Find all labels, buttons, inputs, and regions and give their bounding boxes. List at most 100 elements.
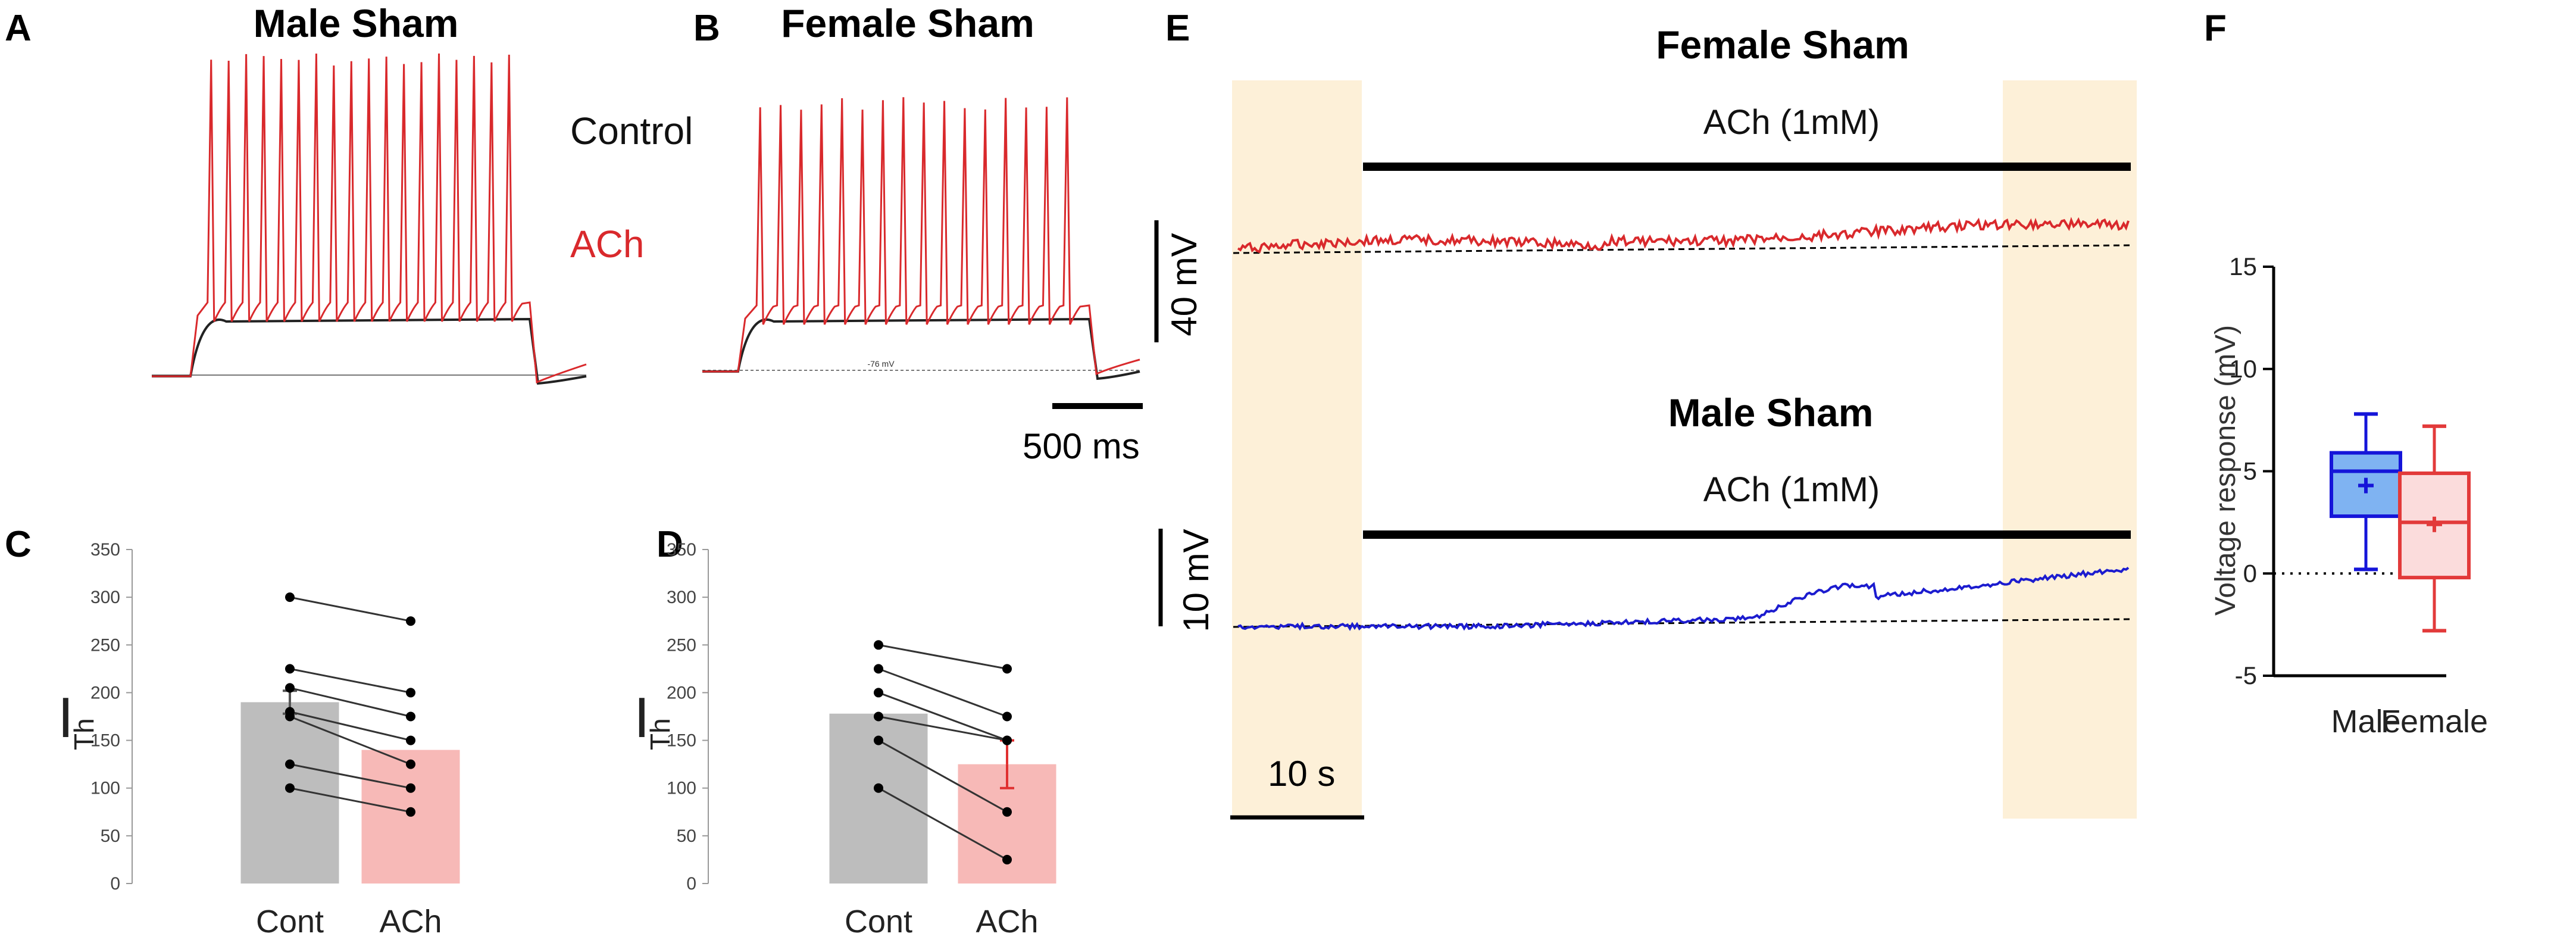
panel-e-female-drug-label: ACh (1mM) (1703, 103, 1880, 142)
paired-line (878, 716, 1008, 742)
paired-point (874, 783, 883, 793)
paired-point (406, 688, 415, 698)
panel-a-title: Male Sham (254, 1, 459, 45)
scalebar-10s-label: 10 s (1268, 754, 1335, 794)
paired-line (289, 686, 411, 717)
panel-e-baseline-band (1232, 80, 1362, 819)
panel-e-female-title: Female Sham (1656, 23, 1909, 67)
y-tick-label: 150 (667, 731, 696, 751)
paired-point (406, 735, 415, 745)
spike-train-trace (152, 53, 587, 384)
panel-letter-c: C (5, 524, 32, 565)
y-tick-label: 250 (90, 635, 120, 655)
paired-line (878, 692, 1008, 741)
y-tick-label: 300 (90, 588, 120, 607)
paired-point (1002, 807, 1012, 817)
paired-point (1002, 735, 1012, 745)
x-category-label: Cont (256, 904, 324, 939)
scalebar-500ms-label: 500 ms (1023, 426, 1140, 466)
y-tick-label: 100 (667, 779, 696, 798)
y-tick-label: 200 (667, 683, 696, 703)
panel-letter-e: E (1165, 8, 1190, 49)
y-tick-label: 5 (2243, 457, 2257, 485)
y-tick-label: 250 (667, 635, 696, 655)
panel-b-rmp-label: -76 mV (867, 359, 895, 369)
panel-e-male-drug-label: ACh (1mM) (1703, 470, 1880, 509)
y-tick-label: 50 (101, 826, 120, 846)
y-axis-label: I (634, 686, 650, 750)
paired-point (874, 688, 883, 698)
y-axis-label: Voltage response (mV) (2210, 325, 2242, 616)
x-category-label: Cont (845, 904, 912, 939)
y-tick-label: 10 (2229, 355, 2257, 383)
x-category-label: Female (2381, 704, 2488, 739)
bar-cont (240, 702, 339, 884)
panel-e-male-baseline (1233, 618, 2130, 628)
paired-point (1002, 711, 1012, 722)
y-tick-label: 350 (667, 540, 696, 560)
paired-point (285, 683, 295, 693)
paired-point (1002, 854, 1012, 864)
scalebar-10mv-label: 10 mV (1176, 529, 1216, 632)
paired-point (874, 664, 883, 674)
panel-c-chart: 0 50 100 150 200 250 300 350 Cont ACh ITh (58, 540, 460, 939)
y-tick-label: 50 (677, 826, 696, 846)
paired-point (285, 664, 295, 674)
paired-point (285, 759, 295, 769)
control-trace (152, 317, 587, 385)
y-axis-label: I (58, 686, 74, 750)
paired-point (406, 759, 415, 769)
y-axis-label-subscript: Th (68, 718, 99, 750)
panel-e-washout-band (2003, 80, 2137, 819)
spike-train-trace (702, 97, 1140, 376)
panel-letter-b: B (693, 8, 720, 49)
legend-ach: ACh (570, 223, 645, 266)
y-tick-label: 200 (90, 683, 120, 703)
panel-e-male-title: Male Sham (1668, 391, 1874, 435)
paired-point (285, 783, 295, 793)
paired-line (878, 787, 1008, 861)
paired-point (874, 640, 883, 650)
legend-control: Control (570, 110, 693, 152)
paired-point (406, 711, 415, 722)
y-tick-label: 300 (667, 588, 696, 607)
paired-line (289, 716, 411, 766)
panel-b-traces (702, 97, 1140, 380)
paired-line (289, 711, 411, 742)
scalebar-40mv-label: 40 mV (1164, 233, 1204, 336)
panel-b-title: Female Sham (781, 1, 1034, 45)
paired-point (285, 592, 295, 603)
control-trace (702, 317, 1140, 380)
paired-line (878, 739, 1008, 813)
paired-point (406, 616, 415, 626)
panel-e-female-trace (1237, 217, 2130, 254)
paired-line (289, 596, 411, 622)
panel-letter-a: A (5, 8, 32, 49)
y-tick-label: 0 (110, 874, 120, 894)
paired-line (289, 787, 411, 813)
paired-point (874, 735, 883, 745)
panel-letter-d: D (656, 524, 683, 565)
y-axis-label-subscript: Th (645, 718, 676, 750)
y-tick-label: 0 (2243, 559, 2257, 587)
x-category-label: ACh (379, 904, 442, 939)
paired-point (406, 783, 415, 793)
paired-point (1002, 664, 1012, 674)
y-tick-label: 0 (686, 874, 696, 894)
x-category-label: Male (2331, 704, 2400, 739)
paired-point (874, 711, 883, 722)
panel-a-traces (152, 53, 587, 385)
paired-point (406, 807, 415, 817)
y-tick-label: 350 (90, 540, 120, 560)
paired-point (285, 711, 295, 722)
y-tick-label: 100 (90, 779, 120, 798)
paired-line (289, 763, 411, 789)
y-tick-label: 150 (90, 731, 120, 751)
panel-e-female-baseline (1233, 244, 2130, 254)
bar-ach (361, 750, 460, 884)
paired-line (289, 667, 411, 694)
y-tick-label: -5 (2235, 661, 2257, 689)
paired-line (878, 644, 1008, 670)
x-category-label: ACh (976, 904, 1038, 939)
